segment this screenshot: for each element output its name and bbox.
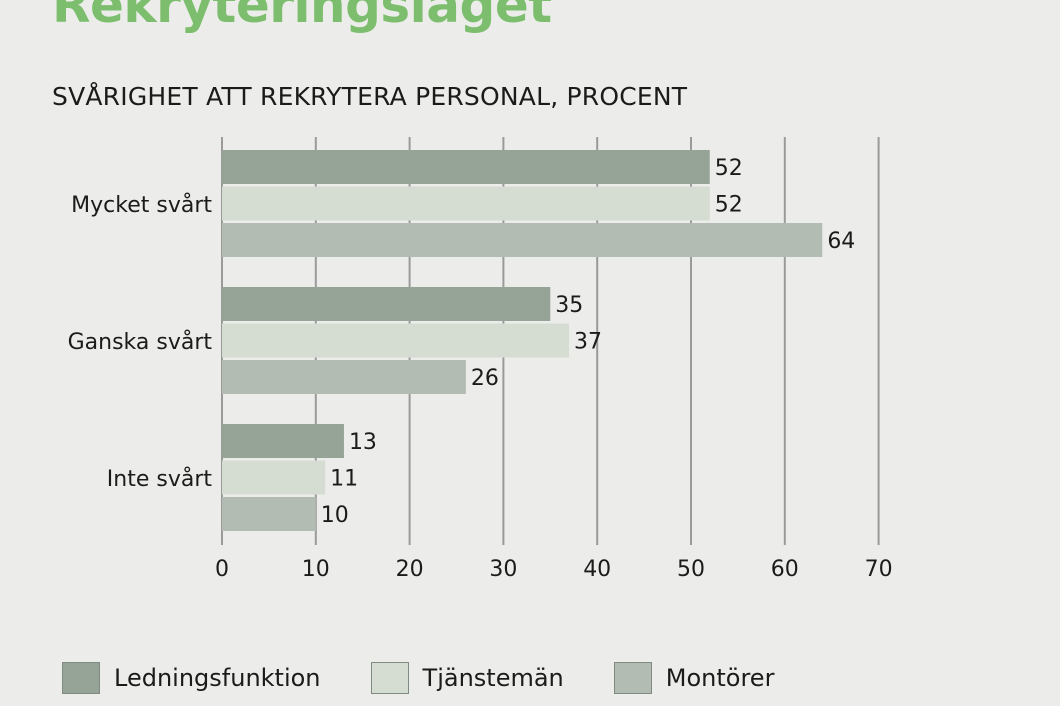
category-label: Inte svårt <box>107 466 213 492</box>
category-labels: Mycket svårt Ganska svårt Inte svårt <box>68 192 213 492</box>
legend-item-tjanstemen: Tjänstemän <box>370 662 564 694</box>
bar <box>222 460 326 495</box>
bar <box>222 223 823 257</box>
data-label: 13 <box>349 430 377 455</box>
x-tick-label: 30 <box>489 557 517 582</box>
bars: 52 52 64 35 37 26 13 11 10 <box>222 150 855 531</box>
data-label: 52 <box>715 156 743 181</box>
x-tick-label: 40 <box>583 557 611 582</box>
data-label: 64 <box>827 229 855 254</box>
data-label: 35 <box>555 293 583 318</box>
data-label: 52 <box>715 193 743 218</box>
legend: Ledningsfunktion Tjänstemän Montörer <box>62 662 824 694</box>
page-heading: Rekryteringsläget <box>52 0 552 34</box>
legend-item-montorer: Montörer <box>613 662 775 694</box>
data-label: 26 <box>471 366 499 391</box>
legend-swatch <box>613 662 652 694</box>
bar <box>222 186 710 221</box>
data-label: 11 <box>330 467 358 492</box>
x-tick-label: 20 <box>396 557 424 582</box>
legend-label: Montörer <box>665 664 775 692</box>
legend-item-ledningsfunktion: Ledningsfunktion <box>62 662 321 694</box>
chart-title: SVÅRIGHET ATT REKRYTERA PERSONAL, PROCEN… <box>52 82 688 111</box>
legend-label: Ledningsfunktion <box>114 664 321 692</box>
x-tick-label: 10 <box>302 557 330 582</box>
x-tick-label: 60 <box>771 557 799 582</box>
bar <box>222 150 710 184</box>
legend-swatch <box>62 662 100 694</box>
data-label: 37 <box>574 330 602 355</box>
bar <box>222 360 466 394</box>
legend-label: Tjänstemän <box>422 664 564 692</box>
category-label: Ganska svårt <box>68 329 213 355</box>
legend-swatch <box>370 662 409 694</box>
bar <box>222 497 316 531</box>
category-label: Mycket svårt <box>71 192 212 218</box>
bar <box>222 287 551 321</box>
x-tick-label: 50 <box>677 557 705 582</box>
x-axis: 0 10 20 30 40 50 60 70 <box>215 557 893 582</box>
data-label: 10 <box>321 503 349 528</box>
x-tick-label: 70 <box>865 557 893 582</box>
bar <box>222 323 570 358</box>
bar <box>222 424 344 458</box>
bar-chart: 52 52 64 35 37 26 13 11 10 0 10 20 30 40 50 60 70 Mycke… <box>68 137 893 582</box>
x-tick-label: 0 <box>215 557 229 582</box>
